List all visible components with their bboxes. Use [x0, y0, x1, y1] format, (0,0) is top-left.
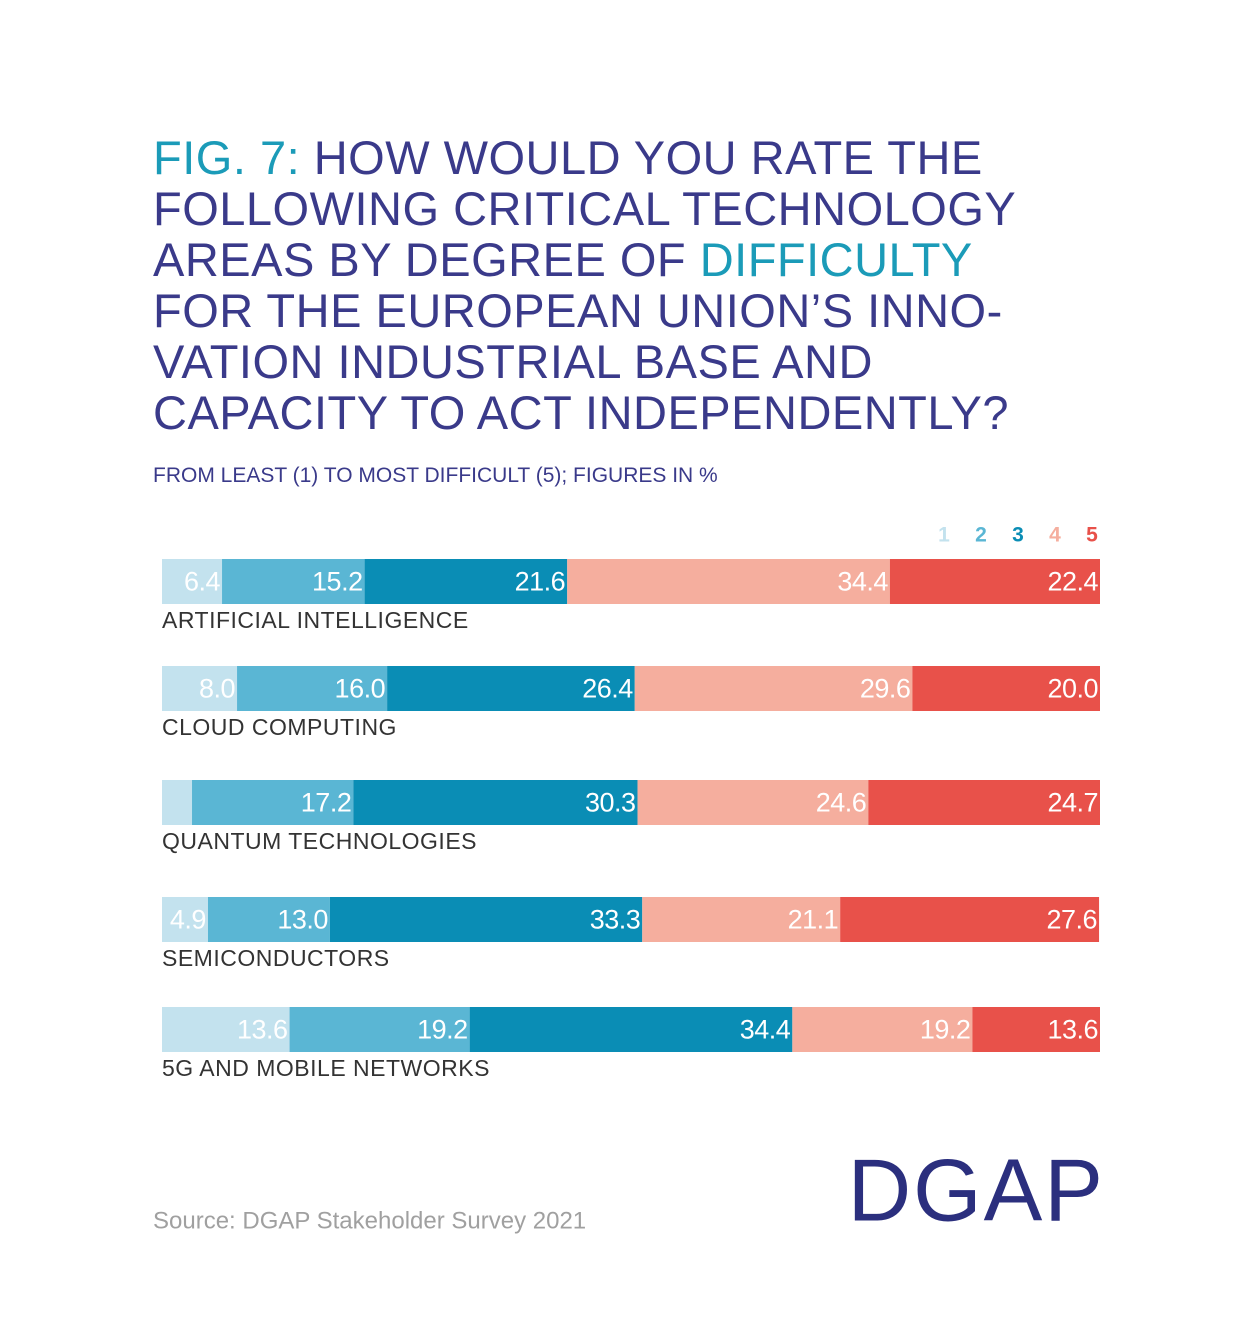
value-label: 19.2 [417, 1015, 468, 1045]
value-label: 34.4 [740, 1015, 791, 1045]
value-label: 15.2 [312, 567, 363, 597]
value-label: 13.6 [237, 1015, 288, 1045]
value-label: 22.4 [1047, 567, 1098, 597]
bar-segment [469, 1007, 793, 1052]
title-part: FIG. 7: [153, 131, 301, 184]
bar-segment [792, 1007, 973, 1052]
title-part: HOW WOULD YOU RATE THE FOLLOWING CRITICA… [153, 131, 1016, 286]
title-part: DIFFICULTY [699, 233, 972, 286]
bar-segment [192, 780, 354, 825]
legend-label: 3 [1012, 524, 1024, 547]
bar-segment [889, 559, 1100, 604]
bar-segment [162, 897, 208, 942]
logo: DGAP [848, 1140, 1105, 1239]
bar-segment [289, 1007, 470, 1052]
bar-segment [840, 897, 1100, 942]
value-label: 27.6 [1046, 905, 1097, 935]
value-label: 29.6 [860, 674, 911, 704]
value-label: 13.0 [277, 905, 328, 935]
bar-segment [162, 666, 238, 711]
bar-segment [207, 897, 330, 942]
category-label: 5G AND MOBILE NETWORKS [162, 1055, 490, 1081]
bar-segment [162, 559, 223, 604]
value-label: 21.6 [515, 567, 566, 597]
bar-segment [972, 1007, 1100, 1052]
bar-segment [567, 559, 890, 604]
legend-label: 2 [975, 524, 987, 547]
bar-segment [637, 780, 869, 825]
bar-segment [162, 780, 193, 825]
value-label: 21.1 [788, 905, 839, 935]
source: Source: DGAP Stakeholder Survey 2021 [153, 1207, 586, 1234]
title-part: FOR THE EUROPEAN UNION’S INNO-VATION IND… [153, 284, 1010, 439]
chart-subtitle: FROM LEAST (1) TO MOST DIFFICULT (5); FI… [153, 464, 718, 487]
value-label: 30.3 [585, 788, 636, 818]
value-label: 16.0 [335, 674, 386, 704]
bar-segment [237, 666, 388, 711]
bar-segment [912, 666, 1100, 711]
value-label: 34.4 [837, 567, 888, 597]
legend-label: 4 [1049, 524, 1061, 547]
chart-title: FIG. 7: HOW WOULD YOU RATE THE FOLLOWING… [153, 132, 1073, 438]
bar-segment [222, 559, 365, 604]
bar-segment [329, 897, 643, 942]
value-label: 33.3 [590, 905, 641, 935]
value-label: 6.4 [184, 567, 221, 597]
value-label: 24.6 [816, 788, 867, 818]
bar-segment [364, 559, 568, 604]
value-label: 13.6 [1047, 1015, 1098, 1045]
category-label: SEMICONDUCTORS [162, 945, 390, 971]
value-label: 20.0 [1047, 674, 1098, 704]
category-label: QUANTUM TECHNOLOGIES [162, 828, 477, 854]
legend-label: 5 [1086, 524, 1098, 547]
value-label: 24.7 [1047, 788, 1098, 818]
bar-segment [634, 666, 913, 711]
legend-label: 1 [938, 524, 950, 547]
category-label: CLOUD COMPUTING [162, 714, 397, 740]
value-label: 26.4 [582, 674, 633, 704]
value-label: 8.0 [199, 674, 235, 704]
bar-segment [353, 780, 638, 825]
value-label: 17.2 [301, 788, 352, 818]
bar-segment [868, 780, 1100, 825]
value-label: 4.9 [170, 905, 206, 935]
value-label: 19.2 [920, 1015, 971, 1045]
bar-segment [162, 1007, 290, 1052]
category-label: ARTIFICIAL INTELLIGENCE [162, 607, 469, 633]
bar-segment [387, 666, 635, 711]
bar-segment [642, 897, 841, 942]
